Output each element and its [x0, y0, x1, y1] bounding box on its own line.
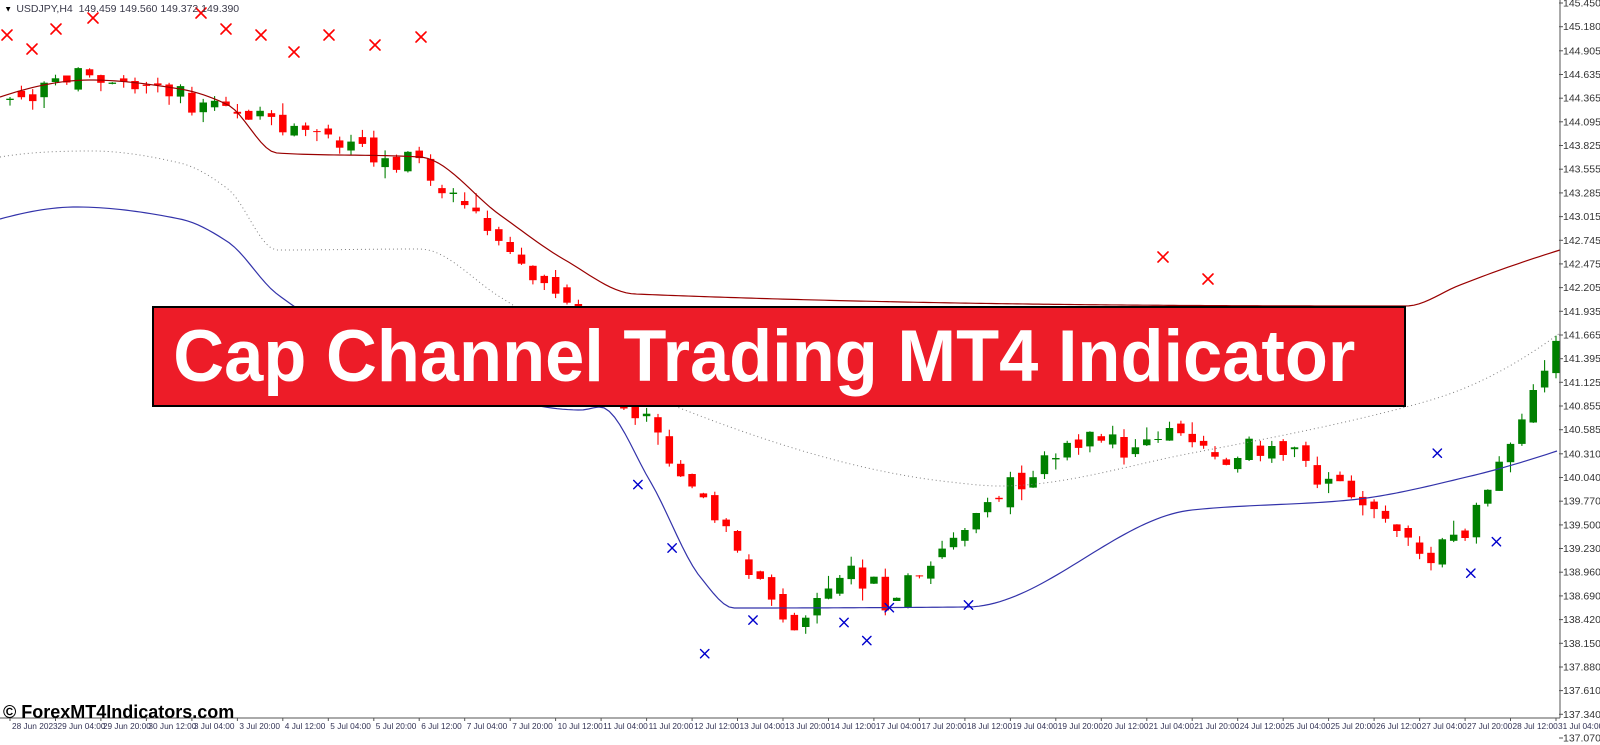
svg-text:139.230: 139.230 [1563, 543, 1600, 555]
svg-text:144.095: 144.095 [1563, 116, 1600, 128]
svg-text:138.960: 138.960 [1563, 567, 1600, 579]
svg-text:29 Jun 20:00: 29 Jun 20:00 [103, 721, 151, 731]
svg-text:17 Jul 20:00: 17 Jul 20:00 [921, 721, 967, 731]
svg-text:144.905: 144.905 [1563, 45, 1600, 57]
svg-text:20 Jul 12:00: 20 Jul 12:00 [1103, 721, 1149, 731]
svg-text:139.770: 139.770 [1563, 496, 1600, 508]
svg-text:140.310: 140.310 [1563, 448, 1600, 460]
svg-text:137.610: 137.610 [1563, 685, 1600, 697]
svg-text:28 Jun 2023: 28 Jun 2023 [12, 721, 58, 731]
svg-text:6 Jul 12:00: 6 Jul 12:00 [421, 721, 462, 731]
svg-text:7 Jul 04:00: 7 Jul 04:00 [467, 721, 508, 731]
svg-text:143.285: 143.285 [1563, 187, 1600, 199]
svg-text:137.880: 137.880 [1563, 662, 1600, 674]
svg-text:140.040: 140.040 [1563, 472, 1600, 484]
svg-text:24 Jul 12:00: 24 Jul 12:00 [1240, 721, 1286, 731]
svg-text:21 Jul 04:00: 21 Jul 04:00 [1149, 721, 1195, 731]
svg-text:21 Jul 20:00: 21 Jul 20:00 [1194, 721, 1240, 731]
svg-text:28 Jul 12:00: 28 Jul 12:00 [1513, 721, 1559, 731]
svg-text:138.150: 138.150 [1563, 638, 1600, 650]
svg-text:12 Jul 12:00: 12 Jul 12:00 [694, 721, 740, 731]
svg-text:141.125: 141.125 [1563, 377, 1600, 389]
svg-text:140.855: 140.855 [1563, 401, 1600, 413]
svg-text:143.825: 143.825 [1563, 140, 1600, 152]
svg-text:3 Jul 20:00: 3 Jul 20:00 [239, 721, 280, 731]
svg-text:17 Jul 04:00: 17 Jul 04:00 [876, 721, 922, 731]
svg-text:4 Jul 12:00: 4 Jul 12:00 [285, 721, 326, 731]
svg-text:142.205: 142.205 [1563, 282, 1600, 294]
svg-text:140.585: 140.585 [1563, 424, 1600, 436]
svg-text:11 Jul 04:00: 11 Jul 04:00 [603, 721, 648, 731]
svg-text:141.395: 141.395 [1563, 353, 1600, 365]
svg-text:138.420: 138.420 [1563, 614, 1600, 626]
svg-text:5 Jul 04:00: 5 Jul 04:00 [330, 721, 371, 731]
svg-text:145.450: 145.450 [1563, 0, 1600, 10]
svg-text:19 Jul 04:00: 19 Jul 04:00 [1012, 721, 1058, 731]
svg-text:31 Jul 04:00: 31 Jul 04:00 [1558, 721, 1600, 731]
svg-text:19 Jul 20:00: 19 Jul 20:00 [1058, 721, 1104, 731]
svg-text:14 Jul 12:00: 14 Jul 12:00 [831, 721, 877, 731]
svg-text:145.180: 145.180 [1563, 21, 1600, 33]
svg-text:141.665: 141.665 [1563, 330, 1600, 342]
svg-text:137.340: 137.340 [1563, 709, 1600, 721]
svg-text:29 Jun 04:00: 29 Jun 04:00 [58, 721, 106, 731]
svg-text:13 Jul 04:00: 13 Jul 04:00 [740, 721, 786, 731]
svg-text:138.690: 138.690 [1563, 590, 1600, 602]
svg-text:11 Jul 20:00: 11 Jul 20:00 [649, 721, 694, 731]
svg-text:144.365: 144.365 [1563, 93, 1600, 105]
svg-text:137.070: 137.070 [1563, 733, 1600, 745]
svg-text:142.745: 142.745 [1563, 235, 1600, 247]
svg-text:141.935: 141.935 [1563, 306, 1600, 318]
svg-text:139.500: 139.500 [1563, 519, 1600, 531]
svg-text:25 Jul 20:00: 25 Jul 20:00 [1331, 721, 1377, 731]
svg-text:143.015: 143.015 [1563, 211, 1600, 223]
svg-text:30 Jun 12:00: 30 Jun 12:00 [148, 721, 196, 731]
svg-text:18 Jul 12:00: 18 Jul 12:00 [967, 721, 1013, 731]
svg-text:7 Jul 20:00: 7 Jul 20:00 [512, 721, 553, 731]
svg-text:3 Jul 04:00: 3 Jul 04:00 [194, 721, 235, 731]
svg-text:5 Jul 20:00: 5 Jul 20:00 [376, 721, 417, 731]
svg-text:13 Jul 20:00: 13 Jul 20:00 [785, 721, 831, 731]
svg-text:142.475: 142.475 [1563, 258, 1600, 270]
svg-text:143.555: 143.555 [1563, 164, 1600, 176]
svg-text:26 Jul 12:00: 26 Jul 12:00 [1376, 721, 1422, 731]
svg-text:10 Jul 12:00: 10 Jul 12:00 [558, 721, 604, 731]
svg-text:27 Jul 04:00: 27 Jul 04:00 [1422, 721, 1468, 731]
svg-text:144.635: 144.635 [1563, 69, 1600, 81]
svg-text:25 Jul 04:00: 25 Jul 04:00 [1285, 721, 1331, 731]
svg-text:27 Jul 20:00: 27 Jul 20:00 [1467, 721, 1513, 731]
